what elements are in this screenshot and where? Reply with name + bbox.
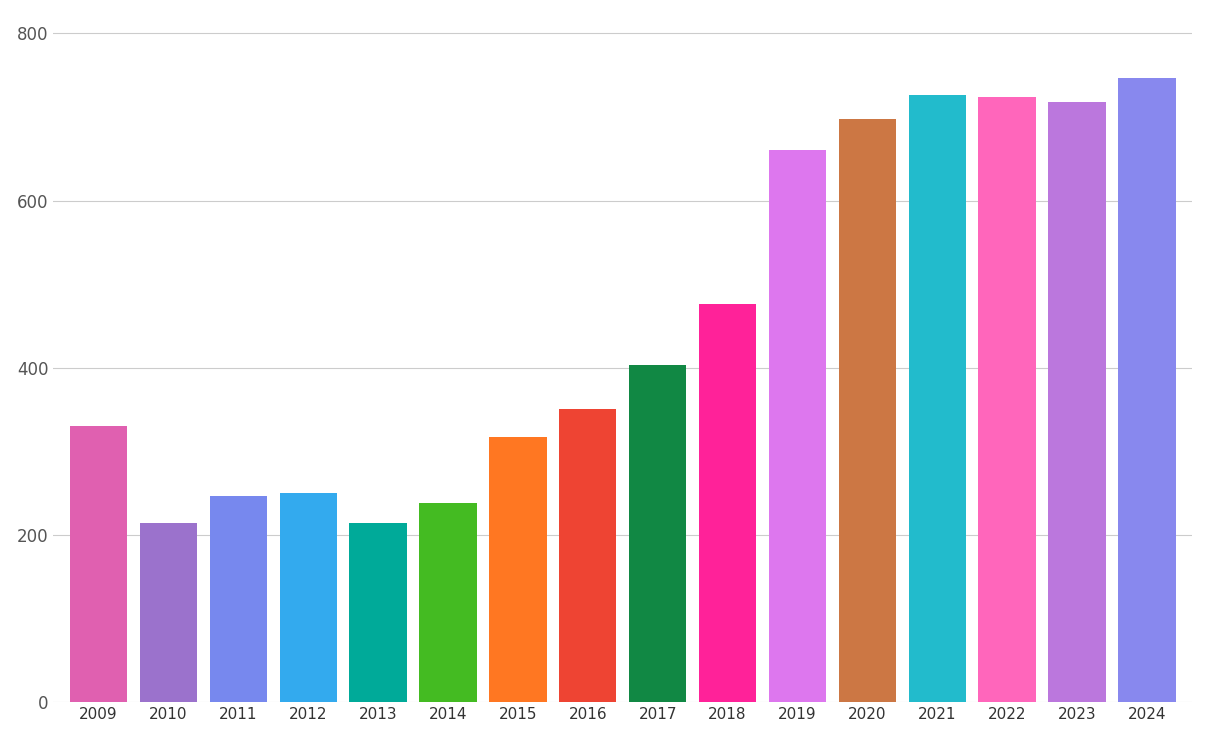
Bar: [978, 97, 1036, 703]
Bar: [349, 522, 406, 703]
Bar: [490, 437, 546, 703]
Bar: [70, 426, 127, 703]
Bar: [769, 151, 826, 703]
Bar: [629, 364, 687, 703]
Bar: [420, 503, 476, 703]
Bar: [1048, 102, 1106, 703]
Bar: [699, 304, 757, 703]
Bar: [279, 493, 337, 703]
Bar: [909, 95, 966, 703]
Bar: [1118, 78, 1175, 703]
Bar: [559, 409, 617, 703]
Bar: [209, 496, 267, 703]
Bar: [839, 119, 896, 703]
Bar: [140, 522, 197, 703]
